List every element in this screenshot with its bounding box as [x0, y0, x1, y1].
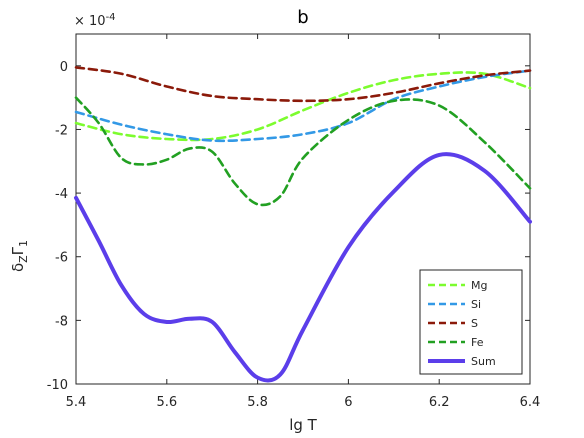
legend-box	[419, 269, 523, 375]
y-tick-label: -10	[47, 378, 68, 393]
y-tick-label: -8	[55, 314, 68, 329]
y-axis-ticks: -10 -8 -6 -4 -2 0	[47, 60, 530, 393]
series-line-si	[74, 69, 532, 143]
x-tick-label: 6.2	[429, 395, 450, 410]
legend-label-mg: Mg	[471, 279, 487, 292]
series-line-fe	[74, 96, 532, 207]
y-tick-label: -6	[55, 251, 68, 266]
x-axis-ticks: 5.4 5.6 5.8 6 6.2 6.4	[66, 34, 541, 410]
x-tick-label: 5.6	[156, 395, 177, 410]
legend: Mg Si S Fe Sum	[419, 269, 523, 375]
y-tick-label: -2	[55, 123, 68, 138]
chart-title: b	[297, 7, 308, 28]
legend-label-sum: Sum	[471, 355, 496, 368]
y-tick-label: 0	[60, 60, 68, 75]
plot-frame	[75, 33, 531, 385]
legend-label-fe: Fe	[471, 336, 484, 349]
series-line-sum	[74, 152, 532, 383]
x-tick-label: 5.8	[247, 395, 268, 410]
x-tick-label: 6	[344, 395, 352, 410]
x-tick-label: 6.4	[520, 395, 541, 410]
x-axis-label: lg T	[289, 416, 317, 434]
svg-text:δZΓ1: δZΓ1	[9, 240, 30, 272]
y-axis-label: δZΓ1	[9, 240, 30, 272]
legend-label-si: Si	[471, 298, 481, 311]
y-tick-label: -4	[55, 187, 68, 202]
series-layer	[74, 66, 532, 383]
x-tick-label: 5.4	[66, 395, 87, 410]
series-line-s	[74, 66, 532, 103]
legend-label-s: S	[471, 317, 478, 330]
y-exponent-label: × 10-4	[74, 12, 116, 29]
series-line-mg	[74, 71, 532, 142]
